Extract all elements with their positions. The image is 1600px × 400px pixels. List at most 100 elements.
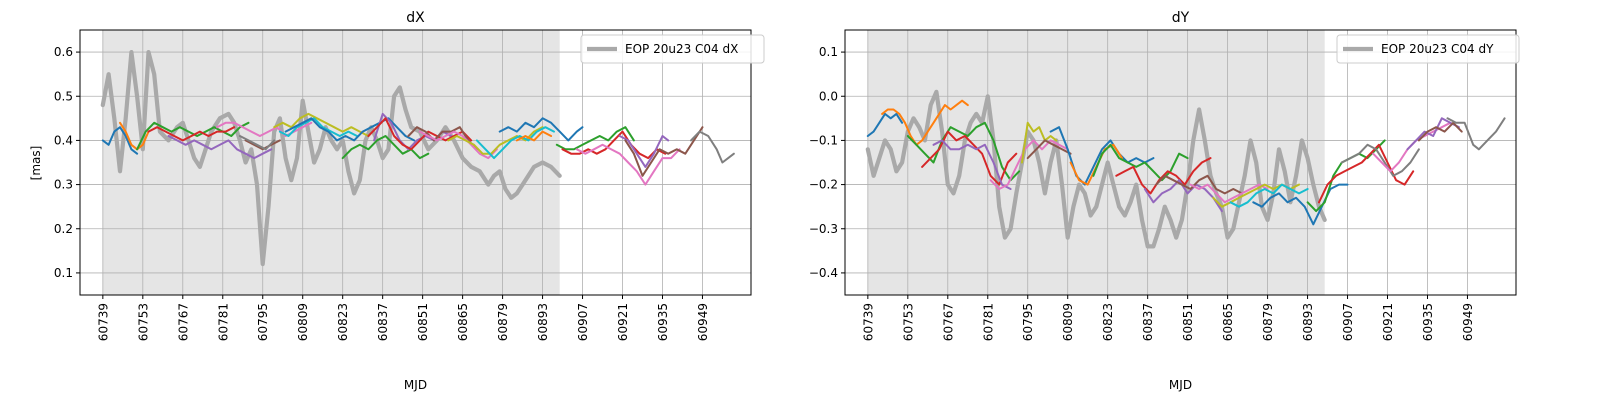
grid-dx — [80, 30, 751, 295]
x-tick-label-dx-1: 60753 — [136, 303, 150, 341]
legend-dy: EOP 20u23 C04 dY — [1336, 34, 1520, 64]
x-tick-label-dy-6: 60823 — [1101, 303, 1115, 341]
x-tick-label-dx-10: 60879 — [496, 303, 510, 341]
x-tick-label-dx-8: 60851 — [416, 303, 430, 341]
series-line-dy-6 — [989, 139, 1069, 190]
series-line-dy-9 — [1049, 126, 1155, 186]
legend-box-dy — [1336, 34, 1520, 64]
series-line-dx-3 — [136, 121, 250, 151]
x-axis-label-dy: MJD — [1169, 378, 1192, 392]
series-line-dx-22 — [561, 130, 667, 160]
series-line-dy-0 — [865, 89, 1327, 249]
series-line-dy-21 — [1340, 143, 1420, 177]
x-tick-label-dx-5: 60809 — [296, 303, 310, 341]
x-tick-label-dy-0: 60739 — [861, 303, 875, 341]
panel-title-dx: dX — [406, 10, 425, 26]
series-line-dy-20 — [1318, 143, 1415, 204]
forecast-shade-rect-dx — [102, 30, 560, 295]
series-line-dy-15 — [1189, 183, 1269, 204]
y-tick-label-dy-4: 0.0 — [819, 89, 838, 103]
x-tick-label-dy-9: 60865 — [1221, 303, 1235, 341]
x-tick-label-dx-3: 60781 — [216, 303, 230, 341]
x-tick-label-dx-0: 60739 — [96, 303, 110, 341]
series-line-dx-11 — [284, 117, 416, 142]
ticks-dx: 60739 60753 60767 60781 60795 60809 60823 60837… — [54, 45, 710, 341]
series-line-dy-23 — [1406, 117, 1460, 151]
series-line-dx-1 — [101, 126, 139, 155]
series-line-dx-18 — [475, 126, 555, 160]
series-line-dx-7 — [216, 121, 313, 137]
series-line-dy-7 — [1021, 121, 1058, 164]
series-line-dx-0 — [100, 50, 562, 267]
forecast-shade-dx — [102, 30, 560, 295]
x-tick-label-dx-2: 60767 — [176, 303, 190, 341]
x-tick-label-dx-15: 60949 — [696, 303, 710, 341]
series-line-dx-16 — [418, 130, 498, 160]
series-line-dy-14 — [1155, 174, 1243, 195]
y-tick-label-dx-3: 0.4 — [54, 133, 73, 147]
legend-dx: EOP 20u23 C04 dX — [580, 34, 765, 64]
x-tick-label-dy-11: 60893 — [1301, 303, 1315, 341]
series-line-dy-24 — [1417, 121, 1463, 142]
series-line-dx-24 — [618, 135, 670, 168]
y-tick-label-dx-0: 0.1 — [54, 266, 73, 280]
x-tick-label-dx-11: 60893 — [536, 303, 550, 341]
series-line-dx-15 — [407, 126, 478, 151]
series-line-dx-12 — [341, 135, 430, 160]
series-line-dy-12 — [1115, 157, 1212, 195]
series-line-dy-5 — [932, 139, 1012, 190]
x-tick-label-dx-13: 60921 — [616, 303, 630, 341]
x-tick-label-dy-14: 60935 — [1421, 303, 1435, 341]
series-dx — [100, 50, 735, 267]
y-tick-label-dx-5: 0.6 — [54, 45, 73, 59]
y-tick-label-dx-2: 0.3 — [54, 178, 73, 192]
series-line-dy-2 — [881, 99, 969, 146]
x-tick-label-dx-12: 60907 — [576, 303, 590, 341]
series-dy — [865, 89, 1506, 249]
series-line-dx-25 — [624, 126, 704, 177]
x-tick-label-dy-5: 60809 — [1061, 303, 1075, 341]
y-tick-label-dx-4: 0.5 — [54, 89, 73, 103]
axes-box-dx — [79, 29, 752, 296]
axes-box-dy — [844, 29, 1517, 296]
y-tick-label-dx-1: 0.2 — [54, 222, 73, 236]
ticks-dy: 60739 60753 60767 60781 60795 60809 60823 60837… — [809, 45, 1475, 341]
axes-frame-dx — [79, 29, 752, 296]
series-line-dx-8 — [238, 135, 276, 151]
panel-dx: dX [mas] MJD 60739 60753 60767 60781 60795 60… — [29, 10, 765, 392]
series-line-dy-17 — [1229, 183, 1309, 208]
panel-dy: dY MJD 60739 60753 60767 60781 60795 60809 608… — [809, 10, 1520, 392]
y-tick-label-dy-0: −0.4 — [809, 266, 838, 280]
x-tick-label-dx-7: 60837 — [376, 303, 390, 341]
series-line-dx-23 — [575, 143, 681, 186]
y-tick-label-dy-3: −0.1 — [809, 133, 838, 147]
series-line-dy-3 — [906, 121, 1021, 182]
series-line-dx-10 — [278, 117, 358, 137]
y-axis-label-dx: [mas] — [29, 146, 43, 181]
x-tick-label-dy-1: 60753 — [901, 303, 915, 341]
legend-label-dy: EOP 20u23 C04 dY — [1381, 42, 1494, 56]
series-line-dy-13 — [1143, 179, 1223, 213]
series-line-dx-21 — [555, 126, 635, 151]
series-line-dy-1 — [866, 112, 904, 137]
axes-frame-dy — [844, 29, 1517, 296]
x-tick-label-dy-13: 60921 — [1381, 303, 1395, 341]
x-tick-label-dx-6: 60823 — [336, 303, 350, 341]
panel-title-dy: dY — [1172, 10, 1190, 26]
x-tick-label-dy-4: 60795 — [1021, 303, 1035, 341]
legend-label-dx: EOP 20u23 C04 dX — [625, 42, 738, 56]
series-line-dx-2 — [119, 121, 150, 151]
x-tick-label-dy-12: 60907 — [1341, 303, 1355, 341]
y-tick-label-dy-2: −0.2 — [809, 178, 838, 192]
series-line-dx-20 — [515, 130, 553, 142]
x-tick-label-dy-7: 60837 — [1141, 303, 1155, 341]
x-tick-label-dx-14: 60935 — [656, 303, 670, 341]
x-tick-label-dy-8: 60851 — [1181, 303, 1195, 341]
x-tick-label-dy-15: 60949 — [1461, 303, 1475, 341]
series-line-dx-6 — [244, 139, 281, 151]
series-line-dx-26 — [690, 130, 735, 164]
y-tick-label-dy-1: −0.3 — [809, 222, 838, 236]
series-line-dx-5 — [167, 135, 273, 160]
x-tick-label-dy-3: 60781 — [981, 303, 995, 341]
